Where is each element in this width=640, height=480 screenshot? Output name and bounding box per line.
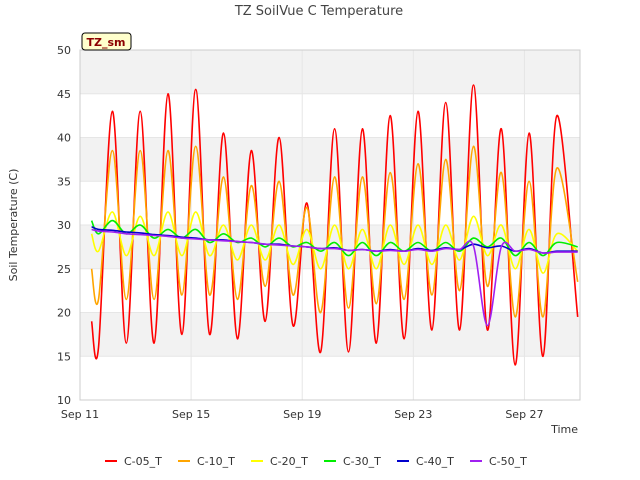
y-tick-label: 30 [57, 219, 71, 232]
legend-item: C-40_T [397, 455, 454, 468]
y-tick-label: 25 [57, 263, 71, 276]
legend-item: C-10_T [178, 455, 235, 468]
legend-item: C-50_T [470, 455, 527, 468]
x-axis-label: Time [550, 423, 578, 436]
plot-frame [79, 49, 581, 401]
badge-box [81, 32, 132, 51]
chart-title: TZ SoilVue C Temperature [234, 4, 403, 19]
y-axis-label: Soil Temperature (C) [7, 169, 20, 282]
y-tick-label: 20 [57, 307, 71, 320]
x-tick-label: Sep 11 [61, 408, 99, 421]
x-tick-label: Sep 27 [505, 408, 543, 421]
legend: C-05_T C-10_T C-20_T C-30_T C-40_T C-50_T [105, 455, 527, 468]
y-tick-label: 35 [57, 175, 71, 188]
legend-label: C-10_T [197, 455, 235, 468]
legend-label: C-50_T [489, 455, 527, 468]
badge: TZ_sm [81, 32, 132, 51]
legend-item: C-20_T [251, 455, 308, 468]
x-tick-label: Sep 19 [283, 408, 321, 421]
plot-band [80, 50, 580, 94]
series-line-c-10-t [90, 145, 579, 318]
x-tick-label: Sep 23 [394, 408, 432, 421]
y-tick-label: 15 [57, 350, 71, 363]
plot-band [80, 312, 580, 357]
series-line-c-50-t [91, 228, 578, 327]
legend-label: C-05_T [124, 455, 162, 468]
series-layer [90, 84, 579, 366]
legend-item: C-30_T [324, 455, 381, 468]
legend-label: C-20_T [270, 455, 308, 468]
x-axis-ticks: Sep 11 Sep 15 Sep 19 Sep 23 Sep 27 [61, 408, 544, 421]
series-line-c-30-t [90, 219, 578, 257]
legend-label: C-30_T [343, 455, 381, 468]
legend-label: C-40_T [416, 455, 454, 468]
y-tick-label: 45 [57, 88, 71, 101]
badge-label: TZ_sm [87, 36, 126, 49]
series-line-c-05-t [90, 84, 579, 366]
x-tick-label: Sep 15 [172, 408, 210, 421]
y-tick-label: 10 [57, 394, 71, 407]
y-tick-label: 50 [57, 44, 71, 57]
legend-item: C-05_T [105, 455, 162, 468]
y-tick-label: 40 [57, 132, 71, 145]
y-axis-ticks: 10 15 20 25 30 35 40 45 50 [57, 44, 71, 407]
